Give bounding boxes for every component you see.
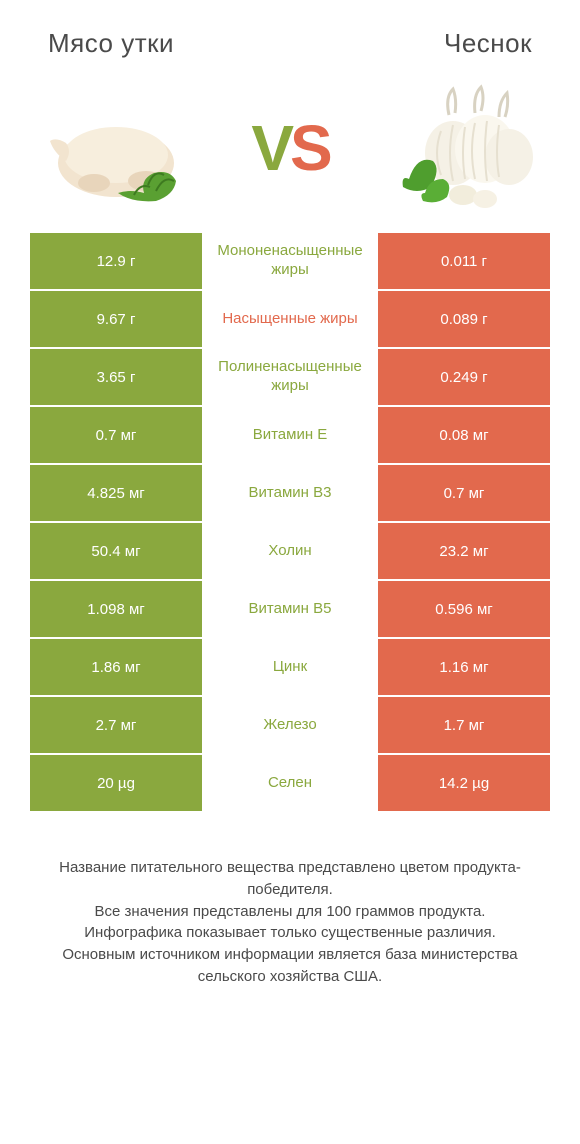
header: Мясо утки Чеснок xyxy=(0,0,580,71)
footer-line-3: Инфографика показывает только существенн… xyxy=(30,922,550,944)
images-row: VS xyxy=(0,71,580,233)
right-value-cell: 0.596 мг xyxy=(378,581,550,639)
nutrient-label-cell: Железо xyxy=(202,697,378,755)
right-value-cell: 23.2 мг xyxy=(378,523,550,581)
left-value-cell: 3.65 г xyxy=(30,349,202,407)
table-row: 3.65 гПолиненасыщенные жиры0.249 г xyxy=(30,349,550,407)
duck-image xyxy=(36,83,196,213)
right-value-cell: 0.089 г xyxy=(378,291,550,349)
table-row: 4.825 мгВитамин B30.7 мг xyxy=(30,465,550,523)
left-value-cell: 1.098 мг xyxy=(30,581,202,639)
left-value-cell: 9.67 г xyxy=(30,291,202,349)
footer-line-2: Все значения представлены для 100 граммо… xyxy=(30,901,550,923)
nutrient-label-cell: Насыщенные жиры xyxy=(202,291,378,349)
nutrient-label-cell: Мононенасыщенные жиры xyxy=(202,233,378,291)
table-row: 2.7 мгЖелезо1.7 мг xyxy=(30,697,550,755)
title-right: Чеснок xyxy=(444,28,532,59)
nutrient-label-cell: Цинк xyxy=(202,639,378,697)
nutrient-label-cell: Селен xyxy=(202,755,378,813)
nutrient-label-cell: Витамин B3 xyxy=(202,465,378,523)
nutrient-label-cell: Витамин E xyxy=(202,407,378,465)
table-row: 1.86 мгЦинк1.16 мг xyxy=(30,639,550,697)
left-value-cell: 20 µg xyxy=(30,755,202,813)
right-value-cell: 14.2 µg xyxy=(378,755,550,813)
footer-line-1: Название питательного вещества представл… xyxy=(30,857,550,901)
table-row: 0.7 мгВитамин E0.08 мг xyxy=(30,407,550,465)
table-row: 20 µgСелен14.2 µg xyxy=(30,755,550,813)
comparison-table: 12.9 гМононенасыщенные жиры0.011 г9.67 г… xyxy=(30,233,550,813)
footer-line-4: Основным источником информации является … xyxy=(30,944,550,988)
left-value-cell: 50.4 мг xyxy=(30,523,202,581)
table-row: 50.4 мгХолин23.2 мг xyxy=(30,523,550,581)
nutrient-label-cell: Холин xyxy=(202,523,378,581)
right-value-cell: 0.7 мг xyxy=(378,465,550,523)
right-value-cell: 0.08 мг xyxy=(378,407,550,465)
right-value-cell: 0.249 г xyxy=(378,349,550,407)
left-value-cell: 12.9 г xyxy=(30,233,202,291)
left-value-cell: 1.86 мг xyxy=(30,639,202,697)
vs-v: V xyxy=(251,112,290,184)
vs-label: VS xyxy=(251,111,328,185)
left-value-cell: 2.7 мг xyxy=(30,697,202,755)
table-row: 9.67 гНасыщенные жиры0.089 г xyxy=(30,291,550,349)
right-value-cell: 0.011 г xyxy=(378,233,550,291)
title-left: Мясо утки xyxy=(48,28,174,59)
nutrient-label-cell: Полиненасыщенные жиры xyxy=(202,349,378,407)
left-value-cell: 0.7 мг xyxy=(30,407,202,465)
footer-notes: Название питательного вещества представл… xyxy=(30,857,550,988)
vs-s: S xyxy=(290,112,329,184)
table-row: 1.098 мгВитамин B50.596 мг xyxy=(30,581,550,639)
table-row: 12.9 гМононенасыщенные жиры0.011 г xyxy=(30,233,550,291)
garlic-image xyxy=(384,83,544,213)
left-value-cell: 4.825 мг xyxy=(30,465,202,523)
right-value-cell: 1.7 мг xyxy=(378,697,550,755)
right-value-cell: 1.16 мг xyxy=(378,639,550,697)
nutrient-label-cell: Витамин B5 xyxy=(202,581,378,639)
